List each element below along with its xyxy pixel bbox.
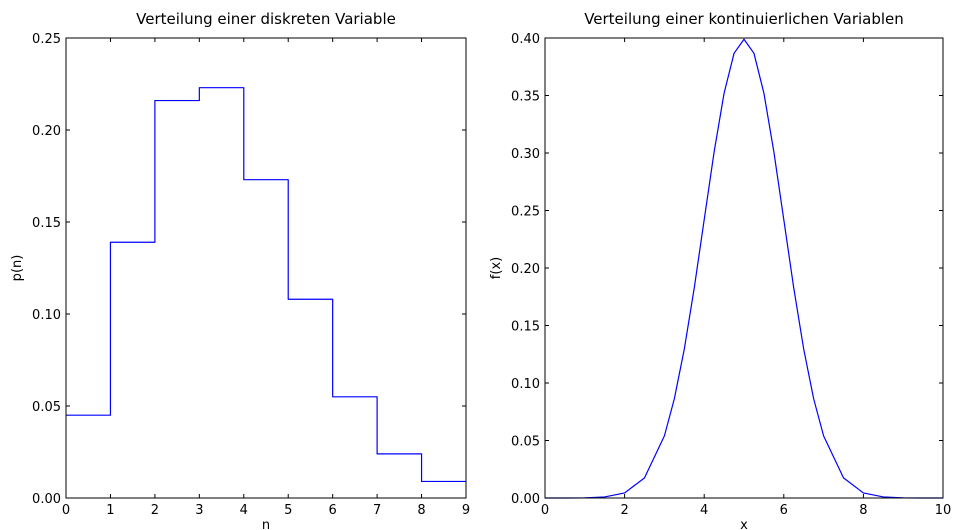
discrete-chart-xtick-label: 4 [240, 503, 248, 518]
continuous-chart-xtick-label: 4 [700, 503, 708, 518]
discrete-chart-ytick-label: 0.00 [32, 492, 61, 507]
discrete-chart-xtick-label: 7 [373, 503, 381, 518]
continuous-chart-ylabel: f(x) [489, 257, 504, 279]
continuous-chart-title: Verteilung einer kontinuierlichen Variab… [584, 10, 904, 28]
continuous-chart-ytick-label: 0.20 [511, 262, 540, 277]
continuous-chart-ytick-label: 0.30 [511, 147, 540, 162]
continuous-chart-xtick-label: 6 [780, 503, 788, 518]
continuous-chart-xtick-label: 0 [541, 503, 549, 518]
continuous-chart-ytick-label: 0.40 [511, 32, 540, 47]
discrete-chart-xtick-label: 0 [62, 503, 70, 518]
discrete-chart-frame [65, 37, 467, 499]
discrete-chart-ytick-label: 0.10 [32, 308, 61, 323]
continuous-chart-xtick-label: 2 [620, 503, 628, 518]
discrete-chart-ytick-label: 0.15 [32, 216, 61, 231]
continuous-chart-xlabel: x [740, 518, 748, 530]
discrete-chart-ylabel: p(n) [10, 255, 25, 282]
continuous-chart-series-line [545, 38, 943, 499]
discrete-chart-xtick-label: 3 [195, 503, 203, 518]
discrete-chart-xtick-label: 6 [329, 503, 337, 518]
discrete-chart-xtick-label: 8 [417, 503, 425, 518]
discrete-chart-xtick-label: 2 [151, 503, 159, 518]
discrete-chart-series-line [66, 87, 466, 483]
discrete-chart-xtick-label: 9 [462, 503, 470, 518]
continuous-chart-frame [544, 37, 944, 499]
continuous-chart-ytick-label: 0.10 [511, 377, 540, 392]
continuous-chart-ytick-label: 0.00 [511, 492, 540, 507]
discrete-chart-ytick-label: 0.20 [32, 124, 61, 139]
discrete-chart-ytick-label: 0.25 [32, 32, 61, 47]
continuous-chart-ytick-label: 0.35 [511, 90, 540, 105]
discrete-chart-xtick-label: 5 [284, 503, 292, 518]
discrete-chart-xlabel: n [262, 518, 270, 530]
discrete-chart-title: Verteilung einer diskreten Variable [136, 10, 396, 28]
discrete-chart: Verteilung einer diskreten Variable n p(… [10, 10, 470, 530]
continuous-chart-ytick-label: 0.05 [511, 435, 540, 450]
continuous-chart-ytick-label: 0.25 [511, 205, 540, 220]
continuous-chart: Verteilung einer kontinuierlichen Variab… [489, 10, 951, 530]
discrete-chart-xtick-label: 1 [106, 503, 114, 518]
continuous-chart-ytick-label: 0.15 [511, 320, 540, 335]
continuous-chart-xtick-label: 10 [935, 503, 952, 518]
continuous-chart-xtick-label: 8 [859, 503, 867, 518]
discrete-chart-ytick-label: 0.05 [32, 400, 61, 415]
